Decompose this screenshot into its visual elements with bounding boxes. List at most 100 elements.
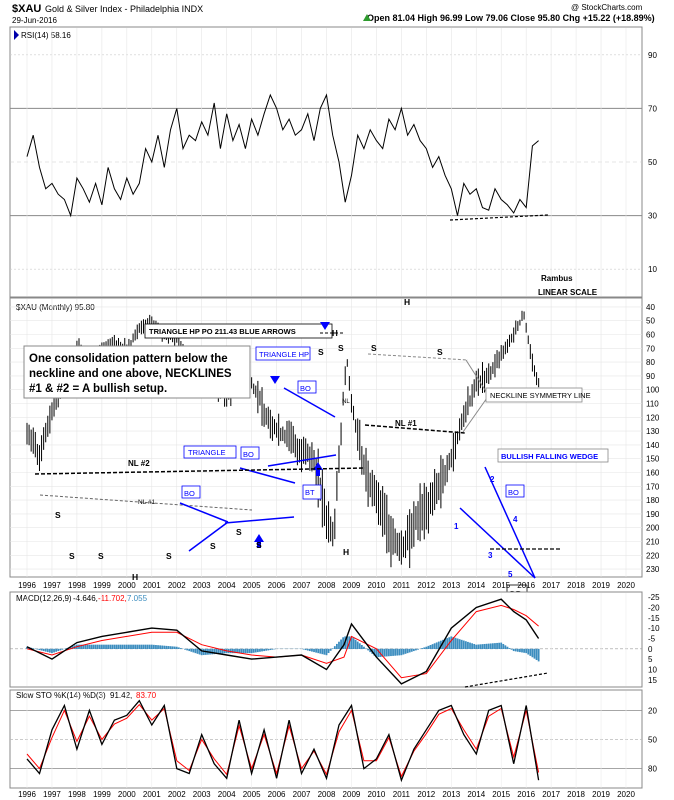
year-tick-label: 2003 bbox=[193, 790, 211, 799]
shoulder-label: S bbox=[69, 551, 75, 561]
shoulder-label: S bbox=[210, 541, 216, 551]
macd-frame bbox=[9, 591, 643, 688]
macd-hist-bar bbox=[446, 638, 449, 649]
macd-hist-bar bbox=[138, 644, 141, 649]
up-triangle-icon bbox=[363, 14, 371, 21]
price-tick-label: 60 bbox=[646, 331, 655, 340]
macd-hist-bar bbox=[254, 648, 257, 653]
macd-hist-bar bbox=[269, 648, 272, 651]
neckline-symmetry-top bbox=[367, 353, 469, 361]
macd-hist-bar bbox=[88, 644, 91, 649]
price-tick-label: 120 bbox=[646, 413, 660, 422]
macd-hist-bar bbox=[240, 648, 243, 654]
shoulder-label: S bbox=[256, 540, 262, 550]
price-tick-label: 150 bbox=[646, 455, 660, 464]
year-tick-label: 2007 bbox=[293, 790, 311, 799]
macd-hist-bar bbox=[46, 648, 49, 653]
macd-hist-bar bbox=[521, 648, 523, 653]
year-tick-label: 2002 bbox=[168, 790, 186, 799]
macd-hist-bar bbox=[469, 642, 471, 649]
macd-hist-bar bbox=[398, 648, 401, 656]
year-tick-label: 2016 bbox=[517, 790, 535, 799]
macd-hist-bar bbox=[519, 648, 521, 653]
year-tick-label: 1998 bbox=[68, 581, 86, 590]
macd-hist-bar bbox=[90, 644, 93, 649]
bt-box bbox=[302, 484, 322, 500]
macd-hist-bar bbox=[105, 644, 107, 649]
macd-hist-bar bbox=[308, 648, 311, 652]
head-label: H bbox=[404, 297, 410, 307]
triangle-upper-line bbox=[283, 387, 336, 418]
macd-hist-bar bbox=[115, 644, 118, 649]
year-tick-label: 1997 bbox=[43, 790, 61, 799]
macd-hist-bar bbox=[259, 648, 261, 652]
macd-hist-bar bbox=[479, 644, 482, 649]
macd-hist-bar bbox=[32, 648, 35, 649]
sto-panel: Slow STO %K(14) %D(3) 91.42, 83.70 80 50 2… bbox=[9, 689, 657, 789]
year-tick-label: 2019 bbox=[592, 790, 610, 799]
macd-hist-bar bbox=[92, 644, 95, 649]
macd-hist-bar bbox=[94, 644, 97, 649]
macd-hist-bar bbox=[86, 644, 89, 649]
year-tick-label: 1999 bbox=[93, 790, 111, 799]
year-tick-label: 2009 bbox=[343, 790, 361, 799]
macd-tick-label: -15 bbox=[648, 614, 660, 623]
macd-tick-label: 15 bbox=[648, 676, 657, 685]
macd-hist-bar bbox=[271, 648, 274, 650]
macd-hist-bar bbox=[113, 644, 116, 649]
bo-label: BO bbox=[243, 450, 254, 459]
macd-hist-bar bbox=[356, 641, 359, 649]
rsi-series-line bbox=[26, 93, 539, 218]
year-tick-label: 2000 bbox=[118, 581, 136, 590]
year-tick-label: 2001 bbox=[143, 790, 161, 799]
macd-hist-bar bbox=[485, 643, 488, 649]
macd-hist-bar bbox=[327, 648, 330, 653]
macd-hist-bar bbox=[523, 648, 525, 653]
year-tick-label: 1997 bbox=[43, 581, 61, 590]
macd-hist-bar bbox=[263, 648, 266, 652]
triangle-hp-box bbox=[255, 346, 311, 361]
wave-4-label: 4 bbox=[513, 515, 518, 524]
nl1-label: NL #1 bbox=[395, 419, 417, 428]
macd-hist-bar bbox=[313, 648, 315, 653]
macd-hist-bar bbox=[329, 648, 332, 651]
macd-hist-bar bbox=[306, 648, 309, 651]
macd-hist-bar bbox=[161, 645, 164, 649]
macd-tick-label: -5 bbox=[648, 634, 656, 643]
macd-hist-bar bbox=[96, 644, 99, 649]
macd-hist-bar bbox=[516, 648, 519, 652]
year-tick-label: 2009 bbox=[343, 581, 361, 590]
sto-legend-d: 83.70 bbox=[136, 691, 157, 700]
year-tick-label: 2010 bbox=[368, 581, 386, 590]
shoulder-label: S bbox=[98, 551, 104, 561]
rsi-note-author: Rambus bbox=[541, 274, 573, 283]
head-label: H bbox=[343, 547, 349, 557]
macd-signal-line bbox=[26, 604, 539, 679]
macd-hist-bar bbox=[491, 643, 494, 649]
macd-hist-bar bbox=[248, 648, 251, 654]
macd-hist-bar bbox=[198, 648, 201, 655]
macd-hist-bar bbox=[460, 639, 463, 649]
macd-hist-bar bbox=[134, 644, 137, 649]
macd-hist-bar bbox=[400, 648, 403, 656]
macd-hist-bar bbox=[379, 648, 382, 657]
wedge-lower-line bbox=[459, 507, 536, 579]
macd-hist-bar bbox=[338, 641, 340, 649]
macd-support-line bbox=[464, 672, 549, 688]
wedge-upper-line bbox=[484, 466, 536, 579]
macd-hist-bar bbox=[48, 648, 51, 653]
macd-hist-bar bbox=[148, 644, 151, 649]
macd-hist-bar bbox=[265, 648, 268, 651]
macd-hist-bar bbox=[177, 647, 180, 649]
price-tick-label: 80 bbox=[646, 358, 655, 367]
triangle3-upper-line bbox=[179, 502, 229, 523]
macd-hist-bar bbox=[427, 645, 430, 649]
macd-hist-bar bbox=[107, 644, 110, 649]
bo-box bbox=[181, 485, 201, 499]
year-tick-label: 2013 bbox=[442, 581, 460, 590]
macd-hist-bar bbox=[121, 644, 124, 649]
macd-hist-bar bbox=[163, 645, 166, 649]
price-tick-label: 170 bbox=[646, 482, 660, 491]
macd-hist-bar bbox=[514, 648, 517, 652]
price-tick-label: 180 bbox=[646, 496, 660, 505]
